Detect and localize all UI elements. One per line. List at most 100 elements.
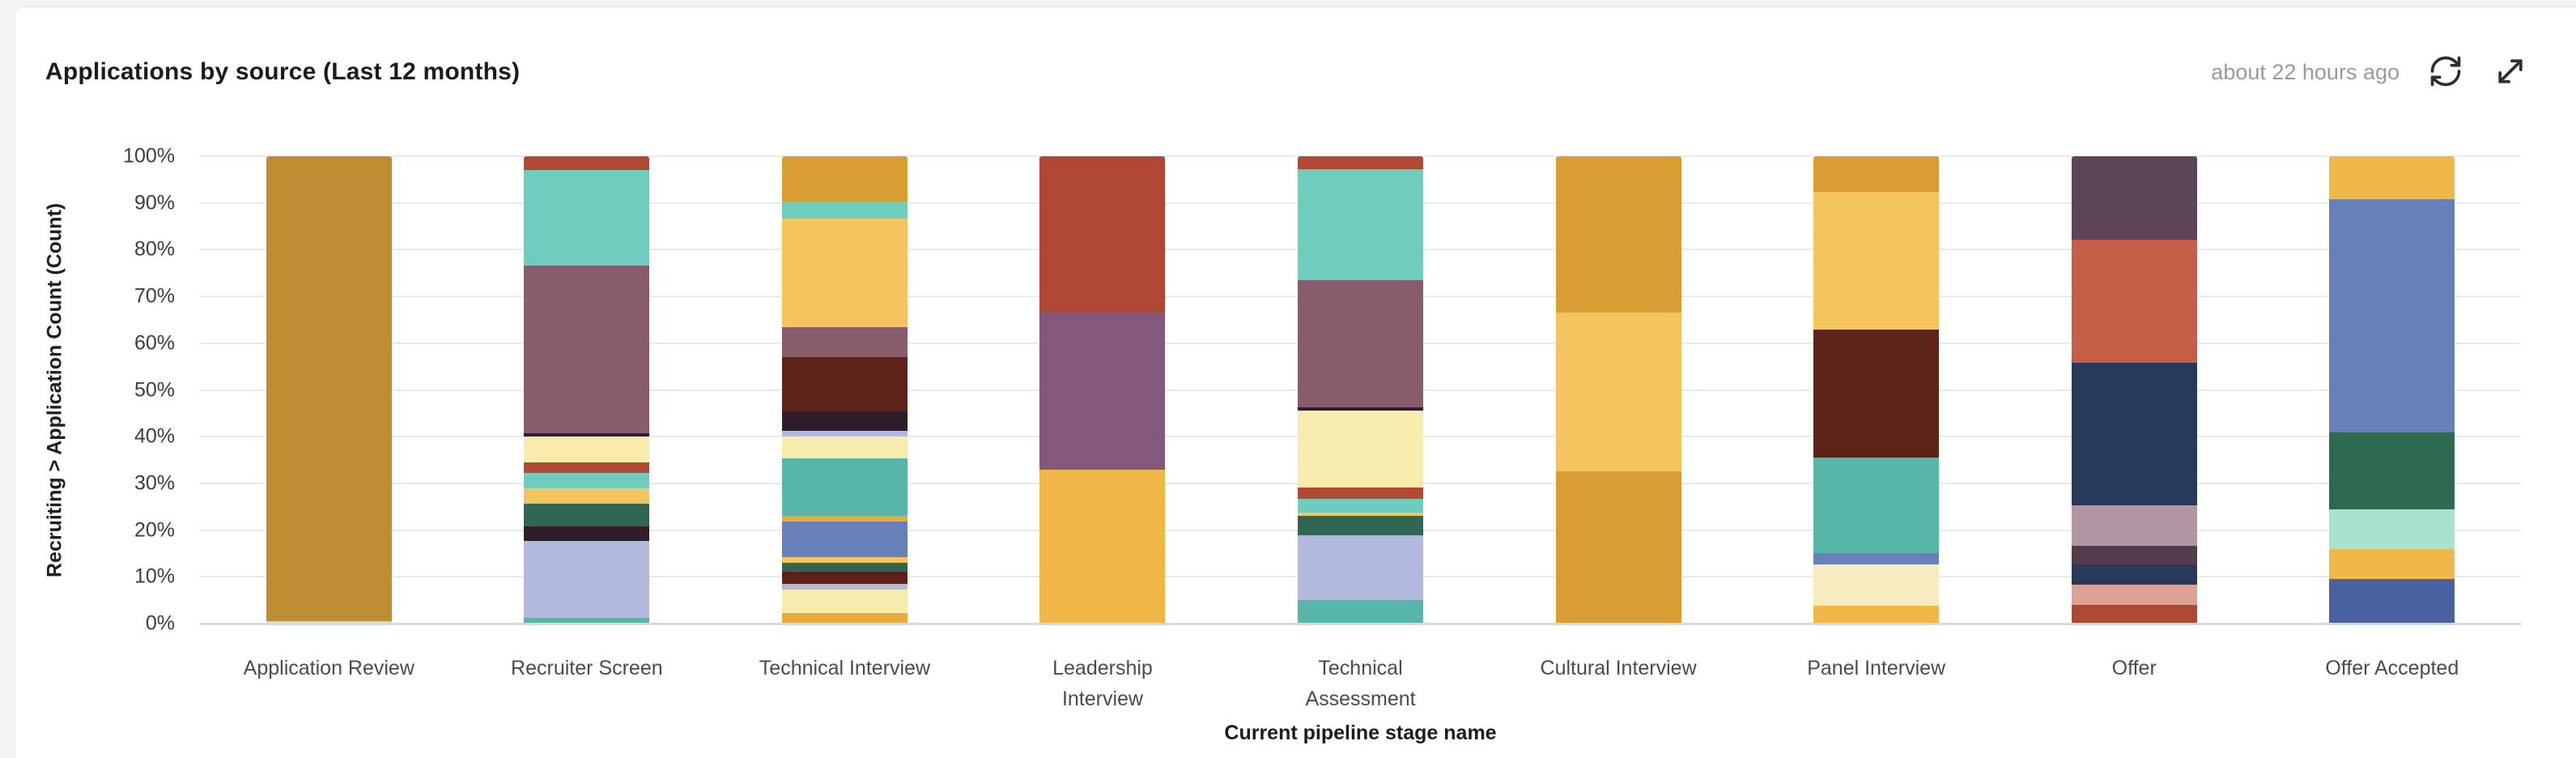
bar-segment[interactable] <box>781 411 908 432</box>
bar-segment[interactable] <box>2071 363 2197 506</box>
bar-segment[interactable] <box>2071 240 2197 364</box>
bar-segment[interactable] <box>2329 509 2455 549</box>
y-tick-label: 20% <box>134 518 175 542</box>
bar-segment[interactable] <box>1813 552 1940 564</box>
bar-segment[interactable] <box>2329 432 2455 510</box>
bar-segment[interactable] <box>781 458 908 516</box>
bar-segment[interactable] <box>781 218 908 327</box>
bar-segment[interactable] <box>2071 564 2197 586</box>
bar-segment[interactable] <box>1555 156 1681 313</box>
bar[interactable] <box>266 156 392 624</box>
bar[interactable] <box>2329 156 2455 624</box>
bar-segment[interactable] <box>1298 498 1424 513</box>
bar-segment[interactable] <box>781 521 908 557</box>
bar-segment[interactable] <box>2329 199 2455 432</box>
bar-segment[interactable] <box>1813 606 1940 624</box>
bar-segment[interactable] <box>1298 488 1424 499</box>
bar-segment[interactable] <box>2071 605 2197 624</box>
bar[interactable] <box>2071 156 2197 624</box>
bar-segment[interactable] <box>781 201 908 219</box>
bar-segment[interactable] <box>2329 548 2455 580</box>
bar[interactable] <box>781 156 908 624</box>
bar-segment[interactable] <box>266 621 392 624</box>
bar-segment[interactable] <box>1813 330 1940 458</box>
bar-segment[interactable] <box>781 436 908 458</box>
x-tick-label: Offer <box>2111 657 2157 679</box>
bar-segment[interactable] <box>524 266 650 433</box>
x-axis-ticks: Application Review Recruiter Screen Techni… <box>200 653 2521 714</box>
bar-column <box>1747 156 2005 624</box>
bar-segment[interactable] <box>2071 546 2197 564</box>
y-axis-ticks: 100% 90% 80% 70% 60% 50% 40% 30% 20% 10% 0% <box>15 145 175 635</box>
gridline <box>200 623 2521 625</box>
x-tick-label: Panel Interview <box>1807 657 1946 679</box>
bar-segment[interactable] <box>1298 280 1424 407</box>
bar[interactable] <box>1555 156 1681 624</box>
y-tick-label: 80% <box>134 237 175 261</box>
bar-segment[interactable] <box>781 562 908 573</box>
bar-segment[interactable] <box>781 515 908 522</box>
bar-column <box>716 156 974 624</box>
x-tick-label: Cultural Interview <box>1540 657 1697 679</box>
y-tick-label: 0% <box>145 611 175 635</box>
bar-segment[interactable] <box>1813 564 1940 607</box>
bar-segment[interactable] <box>1298 535 1424 600</box>
bar-segment[interactable] <box>781 590 908 613</box>
bar-segment[interactable] <box>1298 516 1424 536</box>
bar-segment[interactable] <box>1298 168 1424 281</box>
bar-segment[interactable] <box>1298 156 1424 169</box>
bar-segment[interactable] <box>1555 313 1681 472</box>
bar-segment[interactable] <box>781 326 908 358</box>
bar-segment[interactable] <box>781 572 908 585</box>
bar-segment[interactable] <box>524 170 650 266</box>
bar-segment[interactable] <box>2329 579 2455 624</box>
bar-segment[interactable] <box>1813 192 1940 330</box>
bar-segment[interactable] <box>1039 469 1166 624</box>
bar-segment[interactable] <box>524 488 650 504</box>
bar-segment[interactable] <box>781 431 908 437</box>
bars-row <box>200 156 2521 624</box>
bar-segment[interactable] <box>524 541 650 618</box>
bar-segment[interactable] <box>1555 471 1681 624</box>
refresh-icon <box>2428 53 2463 92</box>
bar-segment[interactable] <box>1039 313 1166 470</box>
bar-segment[interactable] <box>781 584 908 590</box>
chart-plot-area <box>200 155 2521 625</box>
bar-segment[interactable] <box>1813 156 1940 193</box>
bar-segment[interactable] <box>2329 156 2455 200</box>
bar-segment[interactable] <box>524 526 650 542</box>
bar-segment[interactable] <box>266 156 392 622</box>
bar-segment[interactable] <box>524 472 650 488</box>
bar[interactable] <box>524 156 650 624</box>
bar-segment[interactable] <box>781 612 908 624</box>
refresh-button[interactable] <box>2427 53 2464 91</box>
bar-segment[interactable] <box>524 462 650 473</box>
x-tick-label: Offer Accepted <box>2325 657 2459 679</box>
bar-segment[interactable] <box>781 357 908 412</box>
bar-segment[interactable] <box>1298 411 1424 488</box>
bar-segment[interactable] <box>524 156 650 171</box>
bar-column <box>2005 156 2264 624</box>
x-tick-label: Leadership Interview <box>1052 657 1153 710</box>
bar-segment[interactable] <box>524 436 650 463</box>
bar[interactable] <box>1298 156 1424 624</box>
bar[interactable] <box>1813 156 1940 624</box>
bar-segment[interactable] <box>2071 156 2197 241</box>
expand-button[interactable] <box>2492 53 2529 91</box>
bar-segment[interactable] <box>1039 156 1166 313</box>
y-tick-label: 40% <box>134 424 175 448</box>
bar-segment[interactable] <box>1813 457 1940 553</box>
bar-column <box>1231 156 1490 624</box>
bar-segment[interactable] <box>781 156 908 202</box>
bar-segment[interactable] <box>1298 407 1424 411</box>
bar-segment[interactable] <box>524 617 650 624</box>
bar-segment[interactable] <box>1298 512 1424 517</box>
bar-segment[interactable] <box>2071 505 2197 547</box>
bar-segment[interactable] <box>781 557 908 563</box>
bar-segment[interactable] <box>2071 585 2197 606</box>
y-tick-label: 10% <box>134 564 175 588</box>
bar-segment[interactable] <box>524 503 650 526</box>
bar[interactable] <box>1039 156 1166 624</box>
bar-segment[interactable] <box>1298 599 1424 624</box>
bar-segment[interactable] <box>524 432 650 437</box>
